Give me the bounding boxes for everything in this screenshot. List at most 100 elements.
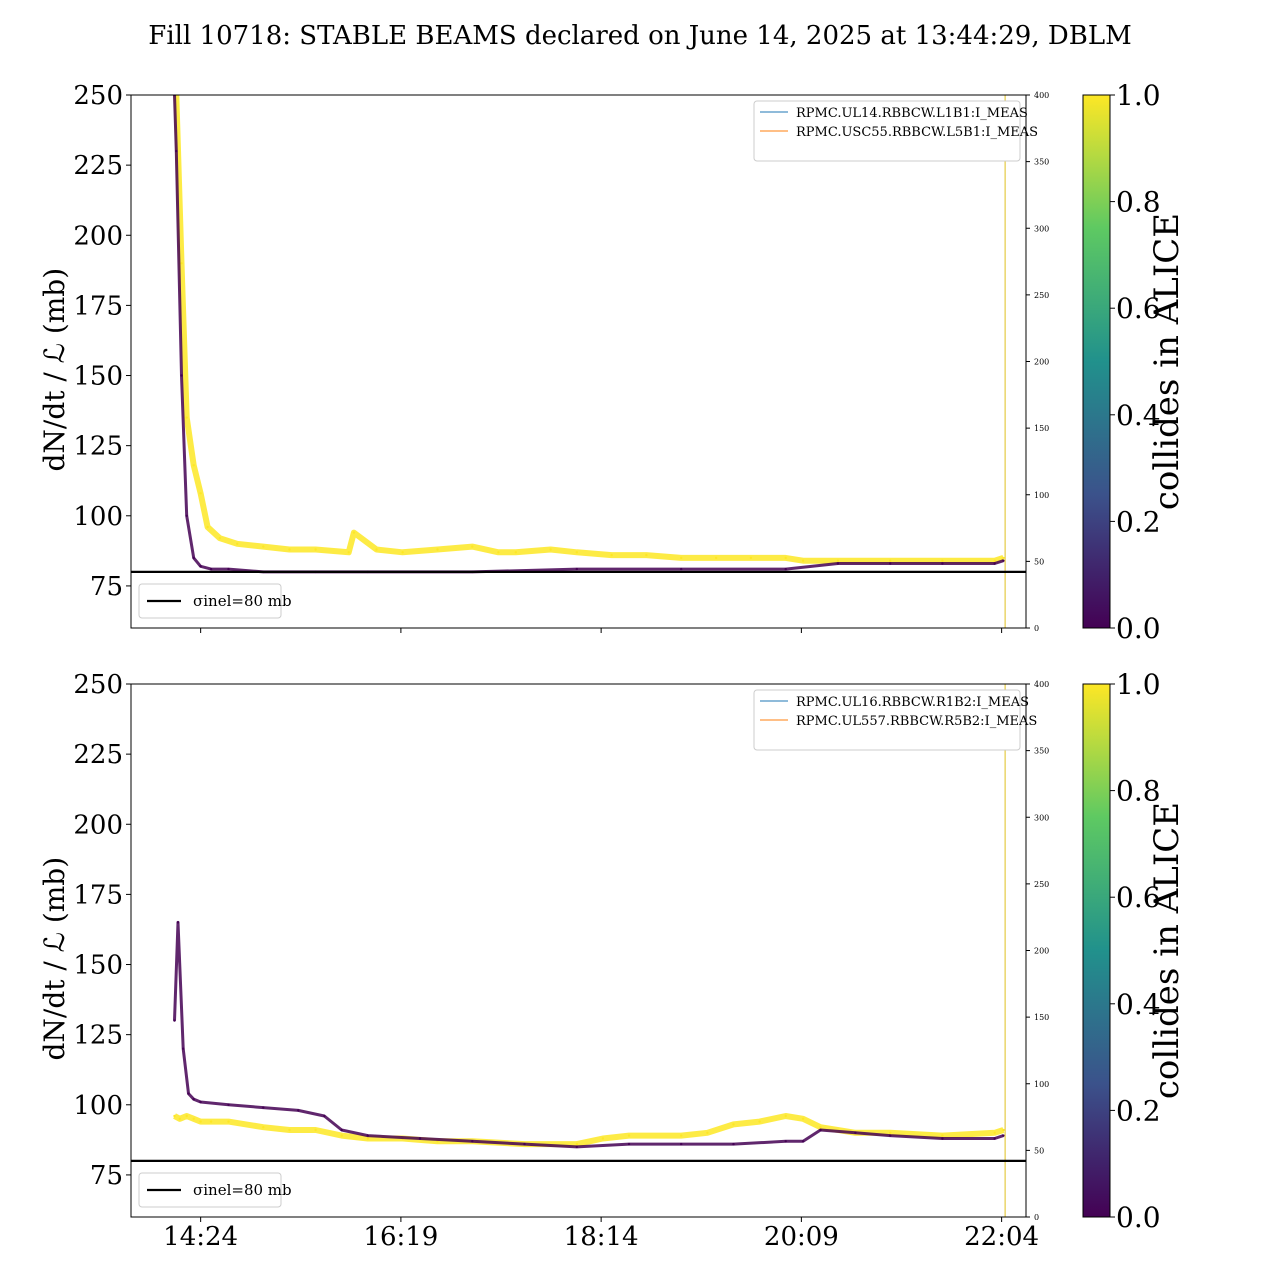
- series-point: [645, 553, 648, 557]
- series-point: [314, 548, 317, 551]
- y2-tick-label: 200: [1034, 358, 1049, 367]
- legend-entry: RPMC.UL16.RBBCW.R1B2:I_MEAS: [796, 695, 1029, 710]
- series-point: [514, 551, 517, 554]
- colorbar-label: collides in ALICE: [1147, 802, 1187, 1099]
- colorbar-tick-label: 0.0: [1116, 612, 1161, 645]
- reference-legend-box: [138, 1172, 282, 1208]
- series-point: [680, 1142, 683, 1146]
- series-point: [801, 559, 805, 562]
- series-point: [227, 1120, 230, 1123]
- y2-tick-label: 300: [1034, 813, 1049, 822]
- series-point: [732, 1123, 735, 1126]
- series-line-1: [173, 1113, 1005, 1148]
- colorbar-gradient: [1082, 94, 1111, 629]
- series-point: [1002, 556, 1005, 560]
- colorbar: 0.0 0.2 0.4 0.6 0.8 1.0 collides in ALICE: [1082, 79, 1187, 645]
- series-point: [236, 542, 239, 545]
- y2-tick-label: 300: [1034, 224, 1049, 233]
- series-point: [758, 1120, 761, 1123]
- series-point: [819, 1128, 822, 1132]
- y2-tick-label: 400: [1034, 91, 1049, 100]
- series-point: [192, 556, 195, 560]
- series-point: [323, 1114, 326, 1118]
- series-point: [199, 492, 202, 495]
- series-point: [784, 1140, 787, 1143]
- series-point: [601, 1137, 605, 1140]
- series-point: [436, 548, 439, 551]
- chart-panel-1: 75 100 125 150 175 200 225 250 0 50 100 150 200 250 30…: [38, 79, 1187, 645]
- y2-tick-label: 150: [1034, 1013, 1049, 1022]
- series-point: [340, 1128, 343, 1132]
- series-point: [889, 1131, 892, 1135]
- y-tick-label: 250: [73, 81, 123, 111]
- y-tick-label: 250: [73, 670, 123, 700]
- legend-box: [753, 689, 1021, 751]
- y2-tick-label: 350: [1034, 747, 1049, 756]
- series-point: [889, 562, 892, 565]
- series-point: [471, 1140, 474, 1143]
- series-point: [732, 1142, 735, 1146]
- series-point: [366, 1134, 369, 1137]
- series-point: [575, 551, 578, 554]
- series-point: [176, 921, 180, 924]
- legend-entry: RPMC.UL557.RBBCW.R5B2:I_MEAS: [796, 714, 1037, 729]
- series-point: [206, 525, 209, 529]
- series-point: [288, 548, 291, 551]
- series-point: [854, 1131, 857, 1135]
- y2-tick-label: 50: [1034, 1146, 1044, 1155]
- series-point: [173, 1114, 176, 1118]
- series-point: [182, 1047, 185, 1050]
- series-point: [471, 545, 474, 548]
- series-point: [401, 551, 404, 554]
- series-point: [575, 567, 578, 571]
- x-tick-label: 14:24: [163, 1222, 238, 1252]
- series-point: [801, 1140, 805, 1143]
- figure-title: Fill 10718: STABLE BEAMS declared on Jun…: [148, 21, 1131, 51]
- reference-legend: σinel=80 mb: [138, 583, 292, 619]
- y-tick-label: 225: [73, 740, 123, 770]
- series-point: [199, 1100, 202, 1104]
- series-line-2: [173, 920, 1004, 1149]
- series-point: [262, 1126, 265, 1129]
- series-point: [627, 1142, 631, 1146]
- y-tick-label: 125: [73, 432, 123, 462]
- reference-legend-label: σinel=80 mb: [193, 1181, 292, 1199]
- series-point: [262, 1106, 265, 1109]
- colorbar-tick-label: 0.2: [1116, 1094, 1161, 1127]
- y-tick-label: 125: [73, 1021, 123, 1051]
- series-point: [173, 1019, 176, 1022]
- series-point: [993, 562, 996, 565]
- series-point: [549, 548, 552, 551]
- series-point: [218, 537, 221, 540]
- colorbar-tick-label: 0.4: [1116, 399, 1161, 432]
- series-point: [889, 559, 892, 562]
- series-point: [192, 1098, 195, 1101]
- series-point: [1002, 1128, 1005, 1132]
- series-point: [1002, 1134, 1005, 1137]
- series-point: [784, 567, 787, 571]
- series-point: [680, 1134, 683, 1137]
- series-point: [714, 556, 718, 560]
- series-point: [941, 1134, 944, 1137]
- series-point: [352, 531, 356, 534]
- y-tick-label: 225: [73, 151, 123, 181]
- series-point: [889, 1134, 892, 1137]
- series-point: [288, 1128, 291, 1132]
- y-tick-label: 75: [90, 572, 123, 602]
- legend-entry: RPMC.UL14.RBBCW.L1B1:I_MEAS: [796, 106, 1028, 121]
- y2-tick-label: 400: [1034, 680, 1049, 689]
- legend: RPMC.UL16.RBBCW.R1B2:I_MEAS RPMC.UL557.RB…: [753, 689, 1037, 751]
- series-point: [497, 551, 500, 554]
- series-point: [836, 559, 840, 562]
- legend: RPMC.UL14.RBBCW.L1B1:I_MEAS RPMC.USC55.RB…: [753, 100, 1038, 162]
- series-group: [173, 920, 1005, 1149]
- series-point: [836, 562, 840, 565]
- series-point: [993, 559, 996, 562]
- colorbar-tick-label: 0.0: [1116, 1201, 1161, 1234]
- series-point: [941, 559, 944, 562]
- series-point: [706, 1131, 709, 1135]
- y-tick-label: 200: [73, 810, 123, 840]
- y2-tick-label: 200: [1034, 947, 1049, 956]
- y2-tick-label: 250: [1034, 291, 1049, 300]
- y-tick-label: 100: [73, 1091, 123, 1121]
